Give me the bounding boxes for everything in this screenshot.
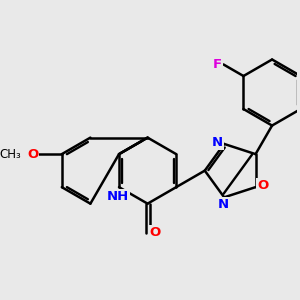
Text: O: O — [257, 179, 269, 192]
Text: NH: NH — [106, 190, 129, 203]
Text: N: N — [217, 198, 229, 211]
Text: O: O — [150, 226, 161, 239]
Text: F: F — [213, 58, 222, 71]
Text: CH₃: CH₃ — [0, 148, 21, 160]
Text: O: O — [27, 148, 38, 160]
Text: N: N — [212, 136, 223, 149]
